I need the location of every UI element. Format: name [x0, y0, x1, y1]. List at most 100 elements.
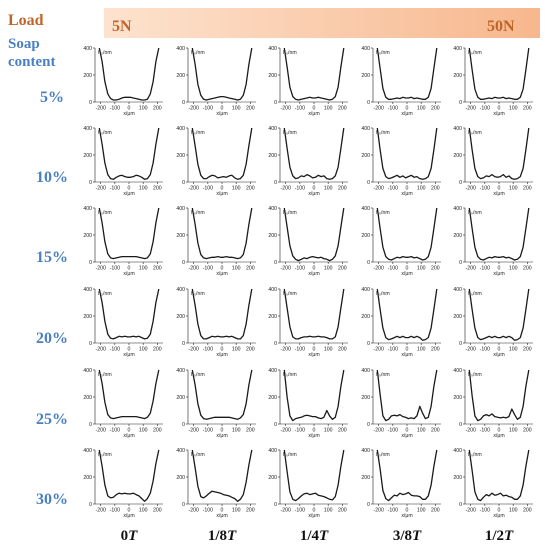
y-tick-label: 400 — [361, 368, 370, 374]
film-thickness-line — [468, 127, 530, 180]
y-tick-label: 400 — [268, 126, 277, 132]
y-tick-label: 0 — [182, 100, 185, 106]
row-label: 5% — [40, 89, 64, 106]
y-tick-label: 0 — [274, 341, 277, 347]
x-tick-label: -100 — [203, 106, 213, 112]
x-tick-label: -100 — [295, 347, 305, 353]
row-label: 25% — [36, 411, 68, 428]
x-tick-label: 200 — [523, 106, 532, 112]
profile-panel: 0 200 400 -200 -100 0 100 200 h₀/nm x/μm — [361, 287, 441, 358]
y-tick-label: 400 — [176, 46, 185, 52]
y-tick-label: 400 — [453, 126, 462, 132]
y-tick-label: 200 — [453, 314, 462, 320]
x-tick-label: -200 — [188, 266, 198, 272]
x-axis-label: x/μm — [401, 271, 412, 277]
row-label: 10% — [36, 169, 68, 186]
x-tick-label: 0 — [313, 266, 316, 272]
y-tick-label: 0 — [367, 422, 370, 428]
x-tick-label: -100 — [480, 347, 490, 353]
y-tick-label: 200 — [176, 153, 185, 159]
x-axis-label: x/μm — [308, 111, 319, 117]
x-axis-label: x/μm — [123, 433, 134, 439]
column-label: 3/8T — [393, 528, 422, 544]
profile-panel: 0 200 400 -200 -100 0 100 200 h₀/nm x/μm — [176, 126, 256, 197]
y-tick-label: 0 — [459, 502, 462, 508]
x-tick-label: 0 — [313, 106, 316, 112]
x-axis-label: x/μm — [401, 433, 412, 439]
x-tick-label: 100 — [417, 266, 426, 272]
x-tick-label: 200 — [338, 186, 347, 192]
x-tick-label: 0 — [128, 508, 131, 514]
x-tick-label: 0 — [221, 186, 224, 192]
x-axis-label: x/μm — [216, 513, 227, 519]
y-tick-label: 0 — [182, 260, 185, 266]
y-tick-label: 400 — [83, 206, 92, 212]
y-axis-label: h₀/nm — [283, 291, 297, 297]
film-thickness-line — [468, 369, 530, 422]
x-tick-label: -200 — [95, 428, 105, 434]
load-min-label: 5N — [112, 18, 132, 35]
x-tick-label: 0 — [498, 347, 501, 353]
y-axis-label: h₀/nm — [98, 50, 112, 56]
x-tick-label: 100 — [232, 186, 241, 192]
y-tick-label: 200 — [83, 233, 92, 239]
x-tick-label: -100 — [203, 428, 213, 434]
profile-panel: 0 200 400 -200 -100 0 100 200 h₀/nm x/μm — [176, 46, 256, 117]
y-tick-label: 400 — [83, 126, 92, 132]
x-tick-label: -200 — [373, 186, 383, 192]
soap-label-line1: Soap — [8, 36, 40, 52]
x-tick-label: 200 — [431, 106, 440, 112]
profile-panel: 0 200 400 -200 -100 0 100 200 h₀/nm x/μm — [453, 287, 533, 358]
x-tick-label: 100 — [324, 508, 333, 514]
profile-panel: 0 200 400 -200 -100 0 100 200 h₀/nm x/μm — [268, 448, 348, 519]
x-tick-label: -100 — [480, 428, 490, 434]
film-thickness-line — [98, 449, 160, 502]
x-tick-label: -100 — [110, 266, 120, 272]
film-thickness-line — [283, 127, 345, 180]
y-tick-label: 0 — [459, 422, 462, 428]
x-tick-label: 0 — [128, 347, 131, 353]
column-label: 1/8T — [208, 528, 237, 544]
x-tick-label: 100 — [509, 266, 518, 272]
x-tick-label: -200 — [95, 106, 105, 112]
film-thickness-line — [376, 449, 438, 502]
x-tick-label: 100 — [139, 508, 148, 514]
x-tick-label: -100 — [203, 508, 213, 514]
film-thickness-line — [283, 449, 345, 502]
x-tick-label: -200 — [373, 266, 383, 272]
profile-panel: 0 200 400 -200 -100 0 100 200 h₀/nm x/μm — [83, 287, 163, 358]
x-axis-label: x/μm — [308, 271, 319, 277]
row-labels: 5% 10% 15% 20% 25% 30% — [36, 89, 68, 508]
x-tick-label: 200 — [246, 266, 255, 272]
profile-panel: 0 200 400 -200 -100 0 100 200 h₀/nm x/μm — [361, 368, 441, 439]
x-tick-label: -200 — [280, 508, 290, 514]
y-tick-label: 0 — [89, 180, 92, 186]
y-tick-label: 0 — [367, 100, 370, 106]
x-tick-label: 100 — [139, 428, 148, 434]
y-axis-label: h₀/nm — [376, 452, 390, 458]
x-tick-label: 200 — [246, 508, 255, 514]
y-tick-label: 0 — [367, 341, 370, 347]
x-tick-label: 100 — [417, 347, 426, 353]
profile-panel: 0 200 400 -200 -100 0 100 200 h₀/nm x/μm — [361, 46, 441, 117]
y-tick-label: 0 — [182, 502, 185, 508]
x-tick-label: -200 — [95, 266, 105, 272]
x-tick-label: -200 — [465, 266, 475, 272]
x-tick-label: 0 — [128, 186, 131, 192]
x-tick-label: -200 — [465, 186, 475, 192]
x-tick-label: -100 — [295, 266, 305, 272]
x-axis-label: x/μm — [216, 111, 227, 117]
x-tick-label: -200 — [280, 186, 290, 192]
x-tick-label: -100 — [295, 508, 305, 514]
x-tick-label: 200 — [153, 508, 162, 514]
film-thickness-line — [376, 207, 438, 261]
y-tick-label: 400 — [176, 448, 185, 454]
y-tick-label: 200 — [268, 233, 277, 239]
y-axis-label: h₀/nm — [191, 50, 205, 56]
y-tick-label: 0 — [89, 100, 92, 106]
x-tick-label: -100 — [110, 428, 120, 434]
x-tick-label: 200 — [338, 266, 347, 272]
soap-label-line2: content — [8, 54, 56, 70]
x-tick-label: -100 — [295, 106, 305, 112]
